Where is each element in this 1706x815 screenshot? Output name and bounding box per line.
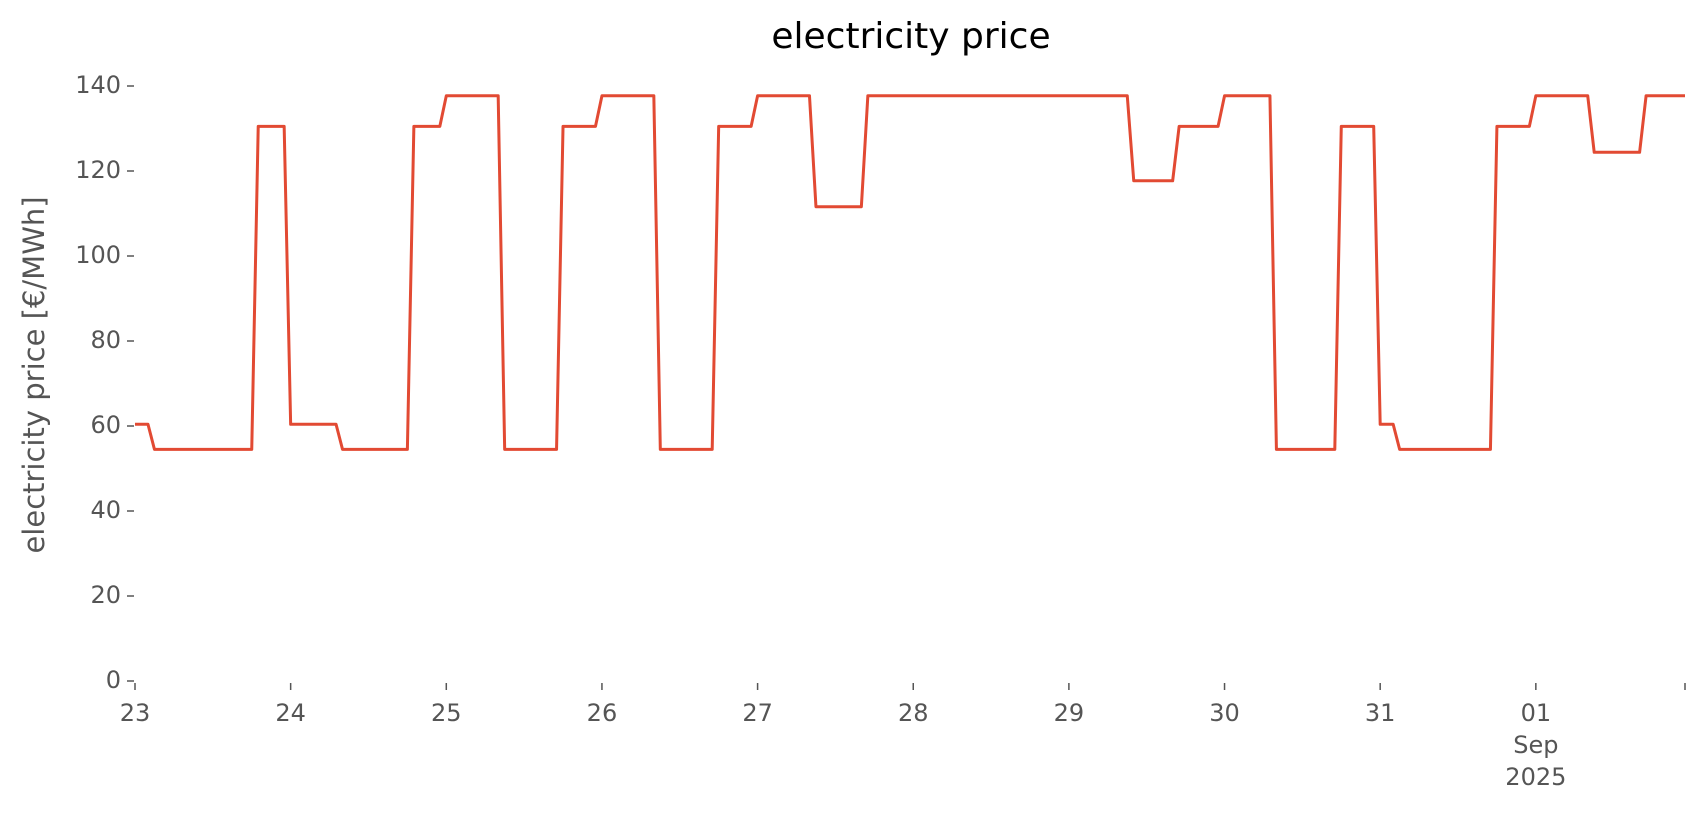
x-tick-label: 30 <box>1209 699 1240 727</box>
chart-title: electricity price <box>771 16 1050 57</box>
x-tick-label: 24 <box>275 699 306 727</box>
price-line <box>135 94 1685 451</box>
y-tick-label: 120 <box>75 156 121 184</box>
y-tick-label: 40 <box>90 496 121 524</box>
x-tick-label: 31 <box>1365 699 1396 727</box>
y-tick-label: 20 <box>90 581 121 609</box>
y-tick-label: 140 <box>75 71 121 99</box>
x-tick-label: 25 <box>431 699 462 727</box>
x-tick-label: 01 Sep 2025 <box>1505 699 1566 791</box>
x-tick-label: 26 <box>587 699 618 727</box>
x-tick-label: 29 <box>1054 699 1085 727</box>
x-tick-label: 23 <box>120 699 151 727</box>
x-tick-label: 28 <box>898 699 929 727</box>
y-tick-label: 60 <box>90 411 121 439</box>
x-tick-label: 27 <box>742 699 773 727</box>
y-tick-label: 100 <box>75 241 121 269</box>
y-tick-label: 0 <box>106 666 121 694</box>
y-tick-label: 80 <box>90 326 121 354</box>
y-axis-label: electricity price [€/MWh] <box>17 196 51 553</box>
